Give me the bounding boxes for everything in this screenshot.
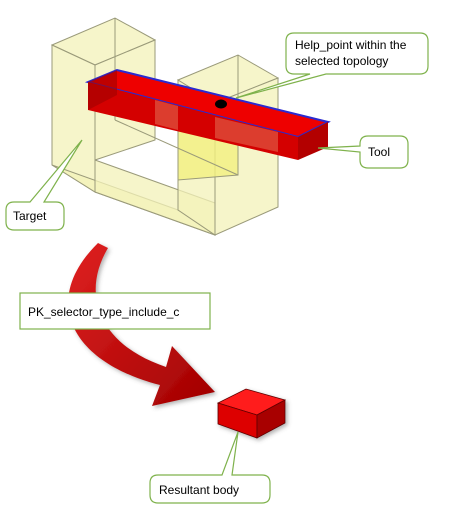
tool-left-face — [88, 70, 117, 110]
result-callout: Resultant body — [149, 431, 271, 504]
result-label: Resultant body — [159, 483, 239, 497]
tool-body — [84, 68, 331, 160]
help-point-callout: Help_point within the selected topology — [235, 32, 429, 99]
target-hidden-edge — [114, 119, 239, 176]
target-label: Target — [13, 209, 47, 223]
help-point-label-line1: Help_point within the — [295, 38, 407, 52]
help-point-label-line2: selected topology — [295, 54, 388, 68]
result-side-face — [256, 399, 286, 439]
tool-callout-box — [317, 135, 409, 169]
result-callout-box — [149, 431, 271, 504]
selector-label: PK_selector_type_include_c — [28, 305, 179, 319]
tool-front-face — [88, 82, 298, 160]
selector-callout-box — [19, 292, 211, 330]
tool-end-face — [298, 122, 328, 160]
tool-band — [155, 100, 178, 130]
target-callout: Target — [5, 139, 83, 231]
target-callout-box — [5, 139, 83, 231]
help-point-callout-box — [235, 32, 429, 99]
tool-band — [215, 117, 278, 152]
help-point-marker — [215, 99, 227, 109]
selector-callout: PK_selector_type_include_c — [19, 292, 211, 330]
curved-arrow-icon — [68, 243, 215, 406]
tool-callout: Tool — [317, 135, 409, 169]
tool-label: Tool — [368, 145, 390, 159]
resultant-body — [216, 388, 287, 439]
